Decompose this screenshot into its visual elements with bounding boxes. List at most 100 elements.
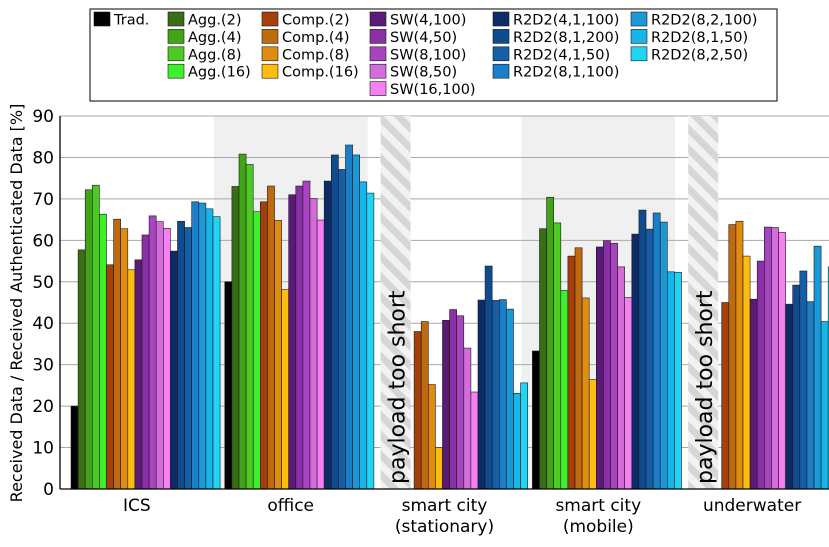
bar (721, 302, 730, 490)
bar (546, 196, 554, 490)
bar (763, 226, 772, 490)
bar (771, 227, 779, 490)
bar (359, 181, 368, 490)
legend-swatch (492, 29, 510, 44)
bar (106, 264, 114, 490)
bar (77, 249, 86, 490)
bar (267, 185, 275, 490)
legend-entry: Agg.(4) (188, 30, 241, 46)
bar (148, 215, 157, 490)
axes (59, 116, 829, 490)
bar (170, 250, 178, 490)
bar (595, 246, 604, 490)
legend-swatch (261, 46, 279, 62)
bar (792, 284, 801, 490)
bar (603, 240, 611, 490)
legend-entry: R2D2(8,2,50) (651, 47, 748, 63)
bar (435, 447, 443, 490)
payload-too-short-label: payload too short (693, 290, 718, 484)
y-tick-label: 50 (32, 273, 54, 293)
legend-swatch (630, 46, 648, 62)
legend-swatch (261, 63, 279, 79)
bar (532, 350, 540, 490)
bar (581, 297, 590, 490)
bar (456, 315, 465, 490)
bar (352, 154, 361, 490)
bar (813, 245, 822, 490)
bar (252, 211, 261, 490)
bar (205, 208, 214, 490)
bar (420, 321, 429, 490)
legend-entry: Agg.(16) (188, 65, 251, 81)
bar (330, 154, 339, 490)
bar (666, 271, 675, 490)
legend-entry: SW(4,50) (390, 30, 457, 46)
y-axis-label: Received Data / Received Authenticated D… (7, 104, 26, 503)
bar (491, 300, 500, 490)
legend-box (89, 8, 778, 102)
bar (463, 347, 472, 490)
legend-swatch (492, 46, 510, 62)
legend-entry: Comp.(4) (282, 30, 349, 46)
legend-swatch (369, 11, 387, 27)
bar (323, 180, 332, 490)
legend-entry: R2D2(4,1,100) (513, 13, 619, 29)
bar (92, 184, 100, 490)
legend-entry: SW(8,100) (390, 47, 466, 63)
legend-swatch (167, 11, 185, 27)
bar (113, 218, 121, 490)
bar (198, 202, 207, 490)
bar (345, 144, 353, 490)
bar (212, 216, 221, 490)
bar (366, 192, 375, 490)
bar (259, 201, 268, 490)
bar (184, 227, 193, 490)
legend-swatch (167, 63, 185, 79)
legend-entry: R2D2(8,1,50) (651, 30, 748, 46)
legend-entry: Agg.(2) (188, 13, 241, 29)
y-tick-label: 30 (32, 356, 54, 376)
legend-swatch (369, 81, 387, 96)
x-tick-label: ICS (123, 496, 151, 516)
bar (674, 271, 682, 490)
bar (70, 405, 79, 490)
bar (506, 308, 514, 490)
x-tick-label: smart city (402, 496, 488, 516)
bar (756, 260, 765, 490)
bar (617, 266, 625, 490)
payload-too-short-label: payload too short (386, 290, 411, 484)
legend-entry: R2D2(4,1,50) (513, 47, 610, 63)
bar (742, 255, 751, 490)
bar (631, 233, 640, 490)
y-tick-label: 70 (32, 190, 54, 210)
bar (560, 290, 569, 490)
bar (281, 289, 290, 490)
bar (316, 219, 325, 490)
y-tick-label: 20 (32, 397, 54, 417)
bar (498, 299, 507, 490)
bar (288, 194, 297, 490)
legend: Trad. Agg.(2)Agg.(4)Agg.(8) Agg.(16) Comp.(… (89, 8, 778, 102)
bar (513, 392, 521, 490)
bar (799, 270, 808, 490)
legend-entry: R2D2(8,2,100) (651, 13, 757, 29)
bar (295, 185, 304, 490)
legend-entry: Comp.(8) (282, 47, 349, 63)
legend-entry: SW(16,100) (390, 82, 476, 98)
bar (553, 222, 562, 490)
hatched-region (380, 116, 411, 489)
bar (484, 265, 493, 490)
bar (728, 224, 737, 490)
x-tick-label: office (267, 496, 314, 516)
bar (588, 379, 597, 490)
bar (224, 281, 233, 490)
legend-entry: R2D2(8,1,100) (513, 65, 619, 81)
bar (820, 321, 829, 490)
legend-entry: R2D2(8,1,200) (513, 30, 619, 46)
bar (231, 186, 240, 490)
bar (99, 213, 107, 490)
bars (70, 144, 829, 490)
legend-swatch (167, 46, 185, 62)
